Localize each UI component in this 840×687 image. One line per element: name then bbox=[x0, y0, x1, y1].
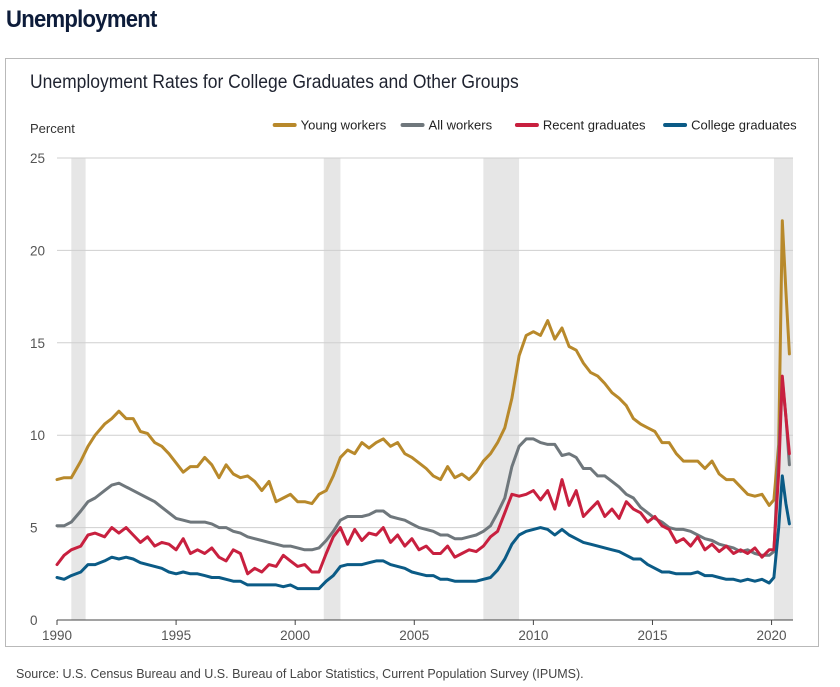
series-line-recent-graduates bbox=[55, 374, 791, 576]
chart-frame bbox=[5, 58, 819, 647]
y-tick-label-0: 0 bbox=[30, 613, 38, 628]
source-note: Source: U.S. Census Bureau and U.S. Bure… bbox=[16, 667, 584, 681]
recession-band-0 bbox=[71, 158, 86, 620]
x-tick-label-2005: 2005 bbox=[399, 628, 429, 643]
x-tick-label-2015: 2015 bbox=[637, 628, 667, 643]
recession-band-1 bbox=[323, 158, 341, 620]
legend-label-all-workers: All workers bbox=[429, 118, 493, 133]
legend-label-young-workers: Young workers bbox=[301, 118, 387, 133]
x-tick-label-1995: 1995 bbox=[161, 628, 191, 643]
legend: Young workers All workers Recent graduates… bbox=[272, 118, 797, 133]
y-tick-label-20: 20 bbox=[30, 243, 45, 258]
y-tick-label-15: 15 bbox=[30, 336, 45, 351]
series-line-college-graduates bbox=[55, 474, 791, 591]
x-tick-label-2020: 2020 bbox=[757, 628, 787, 643]
y-tick-label-10: 10 bbox=[30, 428, 45, 443]
y-tick-label-5: 5 bbox=[30, 521, 38, 536]
x-tick-label-2000: 2000 bbox=[280, 628, 310, 643]
x-tick-label-2010: 2010 bbox=[518, 628, 548, 643]
series-line-all-workers bbox=[55, 378, 791, 557]
gridlines bbox=[57, 157, 793, 529]
page-title: Unemployment bbox=[6, 6, 157, 33]
y-tick-label-25: 25 bbox=[30, 151, 45, 166]
series-line-young-workers bbox=[55, 219, 791, 507]
x-tick-label-1990: 1990 bbox=[42, 628, 72, 643]
axes: 0 5 10 15 20 25 1990 1995 2000 2005 2010 2015 2020 bbox=[30, 151, 793, 643]
series-lines bbox=[55, 219, 791, 591]
chart-title: Unemployment Rates for College Graduates… bbox=[30, 72, 519, 93]
y-axis-label: Percent bbox=[30, 121, 75, 136]
legend-label-recent-graduates: Recent graduates bbox=[543, 118, 646, 133]
legend-label-college-graduates: College graduates bbox=[691, 118, 797, 133]
